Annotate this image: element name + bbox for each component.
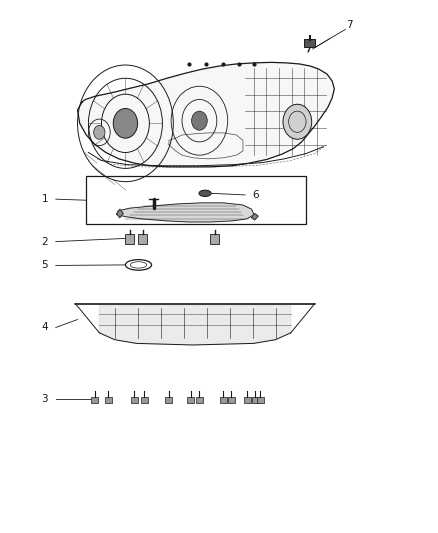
Text: 1: 1 [42,194,48,204]
Bar [92,397,99,403]
Bar [105,397,112,403]
Polygon shape [117,209,123,217]
Polygon shape [78,62,334,167]
Text: 6: 6 [253,190,259,200]
Circle shape [191,111,207,130]
Text: 5: 5 [42,261,48,270]
Circle shape [94,125,105,139]
Bar [257,397,264,403]
Bar [252,397,258,403]
Bar [187,397,194,403]
Polygon shape [252,214,258,220]
FancyBboxPatch shape [138,233,147,244]
Bar [196,397,203,403]
Text: 4: 4 [42,322,48,333]
Text: 7: 7 [346,20,353,30]
FancyBboxPatch shape [125,233,134,244]
Polygon shape [99,305,291,345]
Bar [86,176,306,224]
FancyBboxPatch shape [304,39,315,47]
Bar [131,397,138,403]
FancyBboxPatch shape [210,233,219,244]
Circle shape [283,104,312,139]
Bar [244,397,251,403]
Text: 3: 3 [42,394,48,404]
Polygon shape [117,203,254,222]
Ellipse shape [199,190,211,197]
Circle shape [113,109,138,138]
Text: 2: 2 [42,237,48,247]
Bar [141,397,148,403]
Bar [228,397,235,403]
Bar [220,397,227,403]
Bar [166,397,173,403]
